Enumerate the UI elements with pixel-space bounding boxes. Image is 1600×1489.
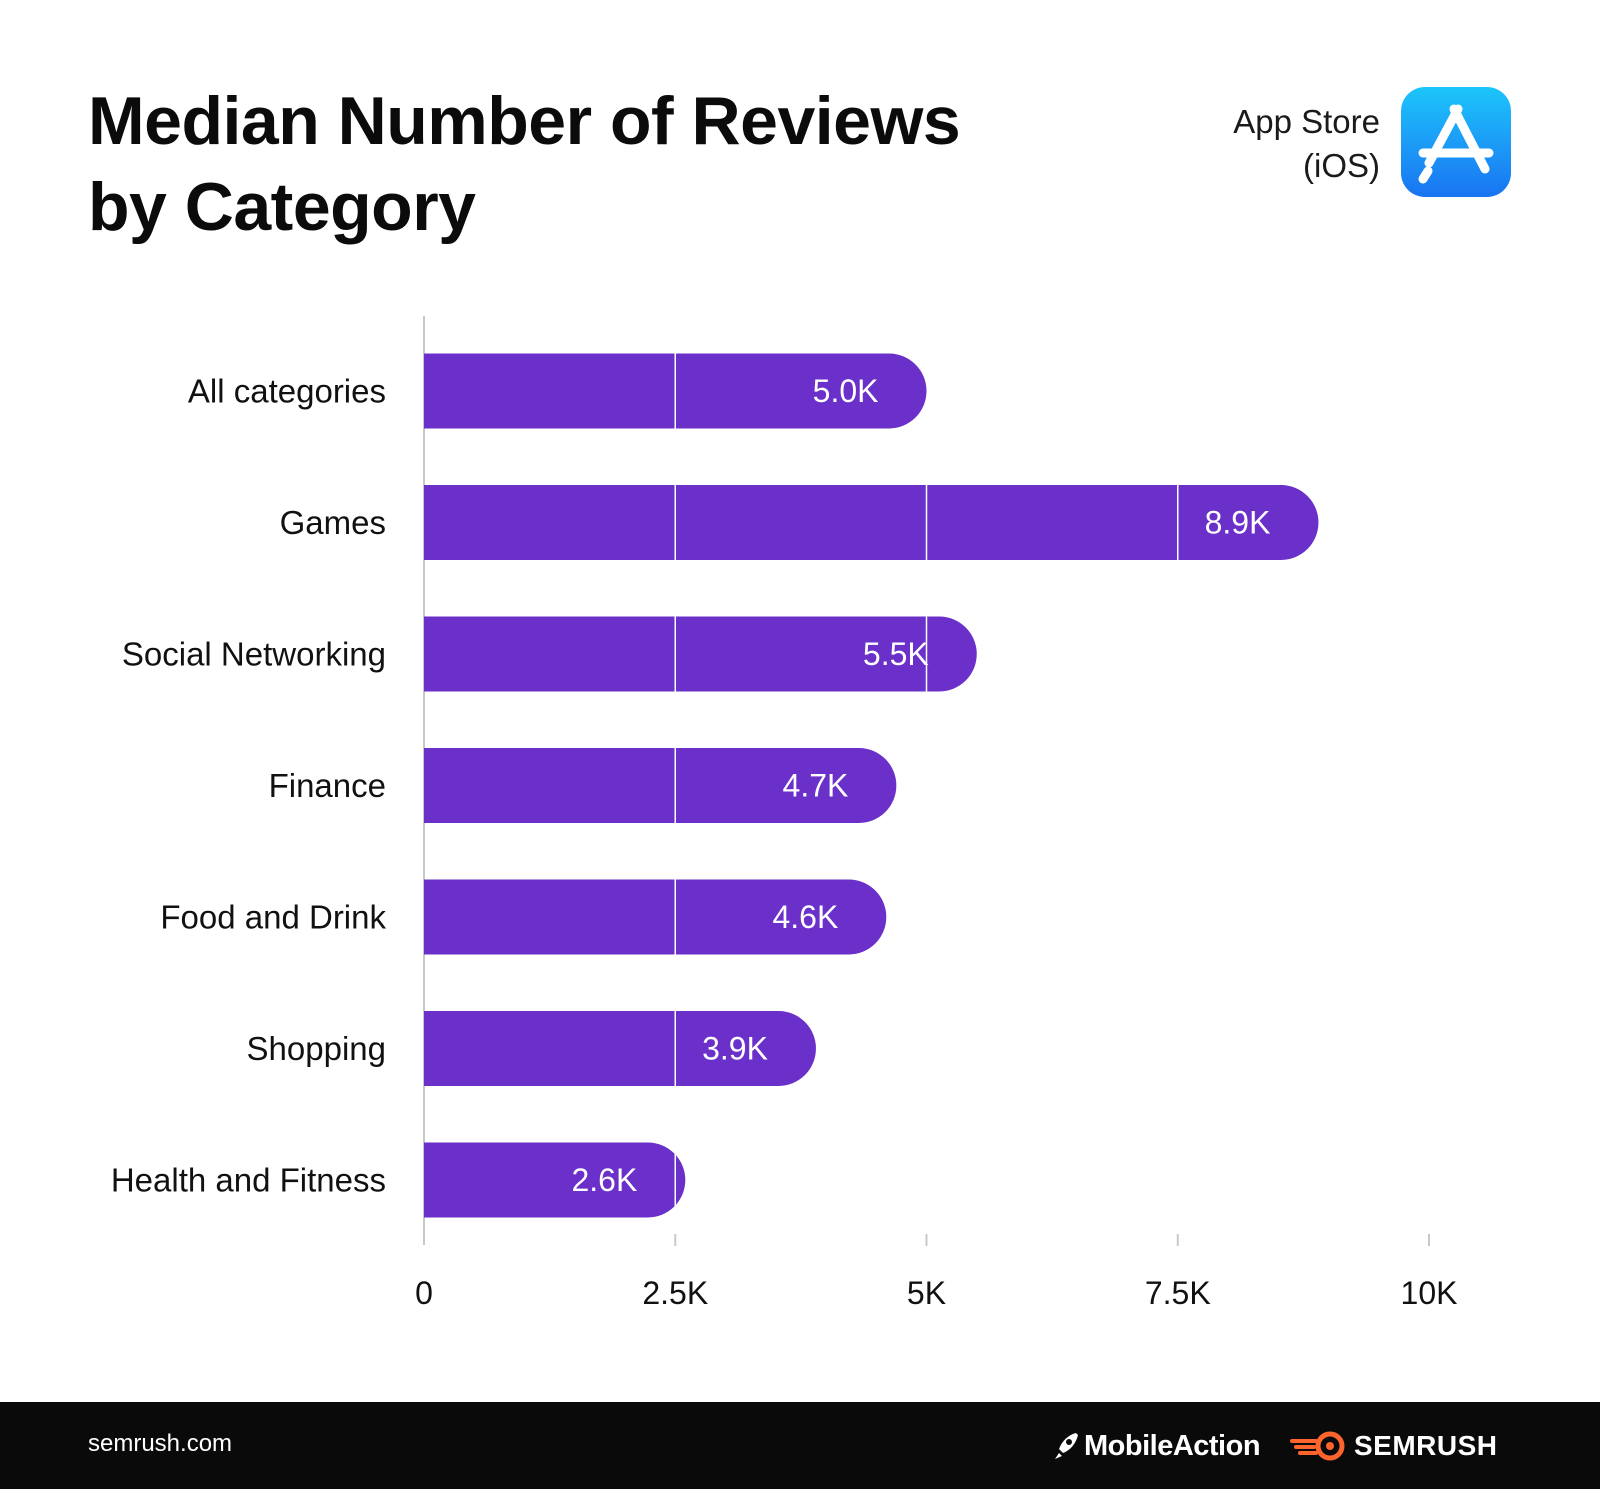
category-label-4: Finance: [269, 767, 386, 804]
bar-6: [424, 1011, 816, 1086]
data-label-1: 5.0K: [813, 373, 879, 409]
semrush-flame-icon: [1290, 1431, 1345, 1461]
footer-site-url: semrush.com: [88, 1430, 233, 1457]
x-tick-label-1: 0: [415, 1275, 433, 1311]
rocket-icon: [1055, 1433, 1078, 1459]
semrush-logo: SEMRUSH: [1290, 1428, 1498, 1464]
data-label-4: 4.7K: [783, 768, 849, 804]
footer: semrush.com MobileAction SEMRUSH: [0, 1402, 1600, 1489]
bar-3: [424, 616, 977, 692]
app-store-icon: [1401, 87, 1511, 197]
bar-chart: All categories 5.0K Games 8.9K Social Networ…: [111, 316, 1458, 1311]
store-label-line-1: App Store: [1233, 103, 1380, 140]
store-label: App Store (iOS): [1233, 100, 1380, 188]
bar-4: [424, 748, 897, 823]
category-label-5: Food and Drink: [160, 899, 386, 936]
x-tick-label-2: 2.5K: [642, 1275, 708, 1311]
category-label-6: Shopping: [247, 1030, 386, 1067]
x-tick-label-3: 5K: [907, 1275, 946, 1311]
data-label-3: 5.5K: [863, 636, 929, 672]
chart-title: Median Number of Reviews by Category: [88, 78, 1068, 250]
x-tick-label-5: 10K: [1401, 1275, 1458, 1311]
category-label-2: Games: [280, 504, 386, 541]
bar-5: [424, 879, 887, 955]
chart-title-line-1: Median Number of Reviews: [88, 83, 961, 159]
x-tick-label-4: 7.5K: [1145, 1275, 1211, 1311]
data-label-6: 3.9K: [702, 1031, 768, 1067]
store-label-line-2: (iOS): [1303, 147, 1380, 184]
mobileaction-logo-text: MobileAction: [1084, 1429, 1261, 1462]
chart-title-line-2: by Category: [88, 169, 476, 245]
data-label-5: 4.6K: [772, 899, 838, 935]
bar-7: [424, 1142, 686, 1218]
category-label-3: Social Networking: [122, 636, 386, 673]
category-label-1: All categories: [188, 373, 386, 410]
data-label-2: 8.9K: [1205, 505, 1271, 541]
mobileaction-logo: MobileAction: [1054, 1428, 1261, 1464]
bar-2: [424, 485, 1319, 560]
data-label-7: 2.6K: [571, 1162, 637, 1198]
semrush-logo-text: SEMRUSH: [1354, 1430, 1498, 1461]
category-label-7: Health and Fitness: [111, 1162, 386, 1199]
